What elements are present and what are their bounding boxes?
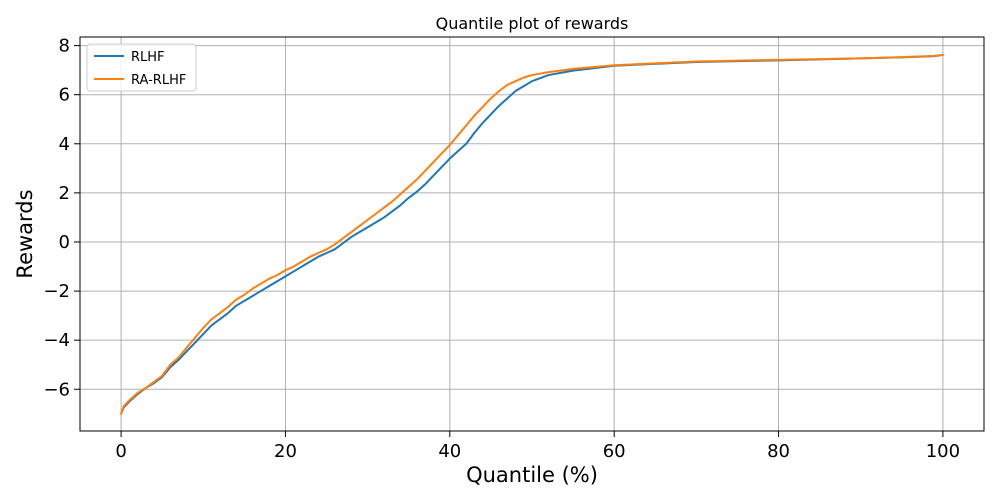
x-tick-label: 60 <box>603 441 626 462</box>
y-tick-label: 6 <box>59 85 70 106</box>
legend-label-rlhf: RLHF <box>131 50 165 65</box>
plot-frame <box>79 36 985 432</box>
x-tick-label: 0 <box>115 441 126 462</box>
y-tick-label: 0 <box>59 232 70 253</box>
x-axis-label: Quantile (%) <box>466 463 598 487</box>
x-tick-label: 100 <box>926 441 960 462</box>
legend: RLHF RA-RLHF <box>86 43 197 92</box>
x-tick-label: 20 <box>274 441 297 462</box>
y-tick-label: −6 <box>43 379 70 400</box>
series-line-rlhf <box>120 53 944 415</box>
y-tick-label: 8 <box>59 36 70 57</box>
x-tick-label: 80 <box>767 441 790 462</box>
legend-label-ra-rlhf: RA-RLHF <box>131 73 186 88</box>
grid-layer <box>80 37 984 431</box>
tick-layer: 0 20 40 60 80 100 −6 −4 −2 0 2 4 6 8 <box>43 36 960 462</box>
y-tick-label: 2 <box>59 183 70 204</box>
y-axis-label: Rewards <box>13 189 37 278</box>
series-layer <box>120 53 944 415</box>
series-line-ra-rlhf <box>120 53 944 415</box>
chart-title: Quantile plot of rewards <box>436 14 629 33</box>
y-tick-label: −4 <box>43 330 70 351</box>
x-tick-label: 40 <box>438 441 461 462</box>
y-tick-label: 4 <box>59 134 70 155</box>
y-tick-label: −2 <box>43 281 70 302</box>
